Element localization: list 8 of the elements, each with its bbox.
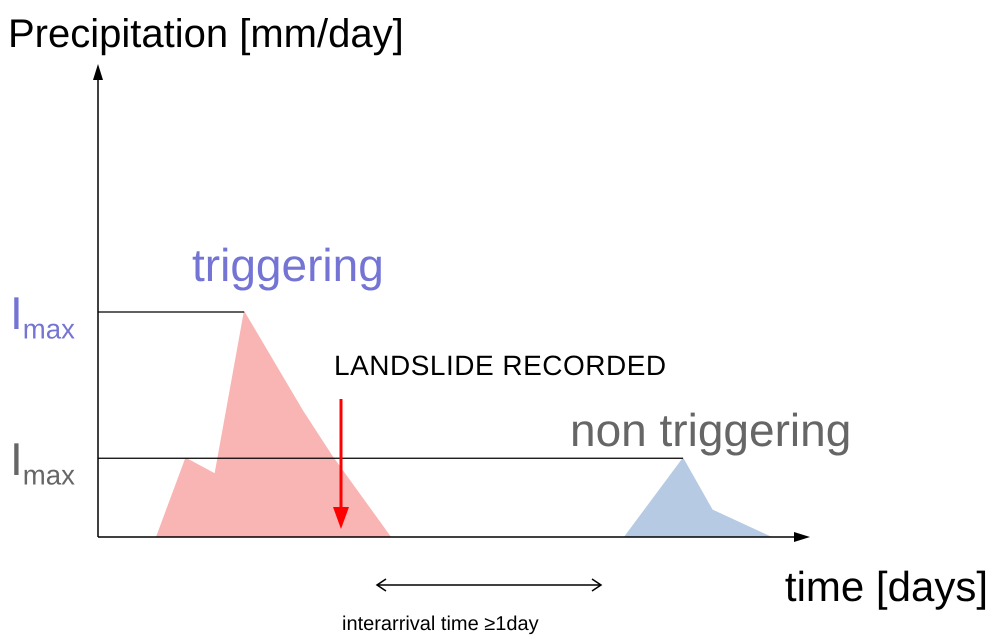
ref-line-label: I$_{max}$ [10, 287, 75, 345]
annotation: LANDSLIDE RECORDED [334, 350, 667, 381]
text: Precipitation [mm/day] [8, 12, 404, 56]
annotation: non triggering [570, 404, 852, 456]
ref-line-label: I$_{max}$ [10, 433, 75, 491]
text: triggering [192, 239, 384, 291]
text: interarrival time ≥1day [342, 613, 539, 635]
x-axis-title: time [days] [784, 563, 988, 610]
